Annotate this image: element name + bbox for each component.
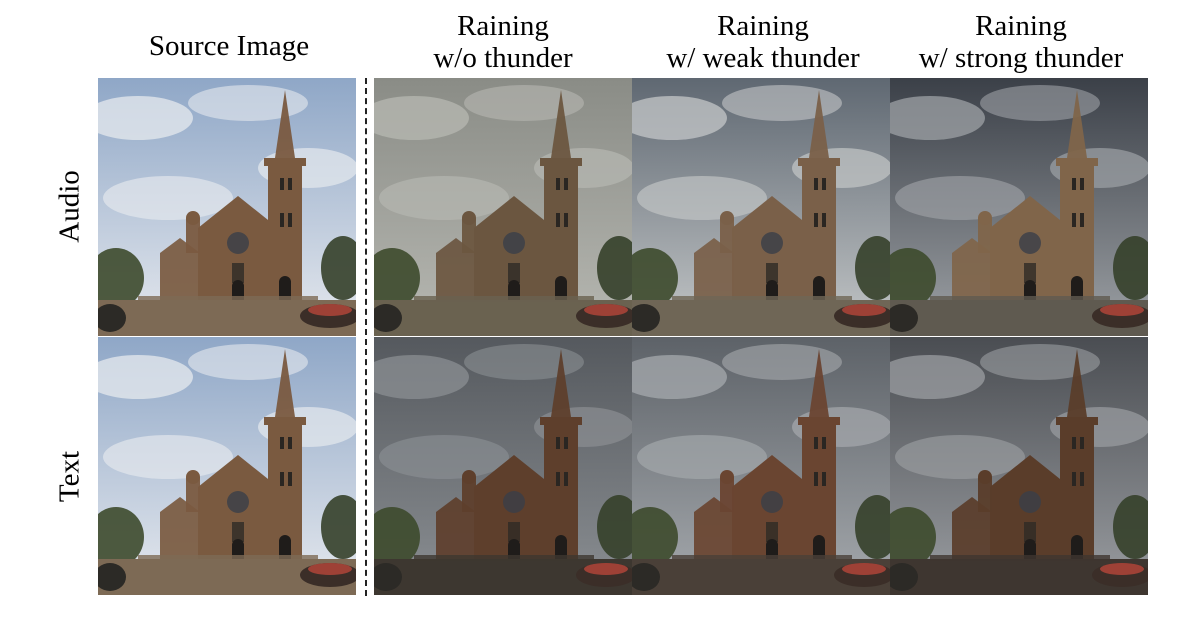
church-photo bbox=[374, 78, 632, 336]
church-photo bbox=[890, 78, 1148, 336]
column-header-rain-weak-thunder: Raining w/ weak thunder bbox=[632, 10, 894, 74]
church-photo bbox=[374, 337, 632, 595]
column-header-line: Source Image bbox=[148, 30, 310, 62]
image-text-rain-no-thunder bbox=[374, 337, 632, 595]
row-label-text: Text bbox=[53, 450, 86, 503]
image-audio-source bbox=[98, 78, 356, 336]
church-photo bbox=[98, 337, 356, 595]
image-audio-rain-weak-thunder bbox=[632, 78, 890, 336]
column-header-line: w/ weak thunder bbox=[666, 42, 860, 74]
dashed-divider bbox=[365, 78, 367, 596]
column-header-source: Source Image bbox=[98, 30, 360, 62]
row-label-audio: Audio bbox=[53, 170, 86, 243]
column-header-line: Raining bbox=[717, 10, 809, 42]
column-header-rain-no-thunder: Raining w/o thunder bbox=[372, 10, 634, 74]
column-header-line: Raining bbox=[975, 10, 1067, 42]
image-audio-rain-strong-thunder bbox=[890, 78, 1148, 336]
image-audio-rain-no-thunder bbox=[374, 78, 632, 336]
church-photo bbox=[632, 78, 890, 336]
image-text-source bbox=[98, 337, 356, 595]
column-header-line: w/o thunder bbox=[433, 42, 573, 74]
image-text-rain-strong-thunder bbox=[890, 337, 1148, 595]
image-text-rain-weak-thunder bbox=[632, 337, 890, 595]
column-header-line: Raining bbox=[457, 10, 549, 42]
church-photo bbox=[98, 78, 356, 336]
column-header-rain-strong-thunder: Raining w/ strong thunder bbox=[890, 10, 1152, 74]
church-photo bbox=[632, 337, 890, 595]
column-header-line: w/ strong thunder bbox=[918, 42, 1124, 74]
church-photo bbox=[890, 337, 1148, 595]
